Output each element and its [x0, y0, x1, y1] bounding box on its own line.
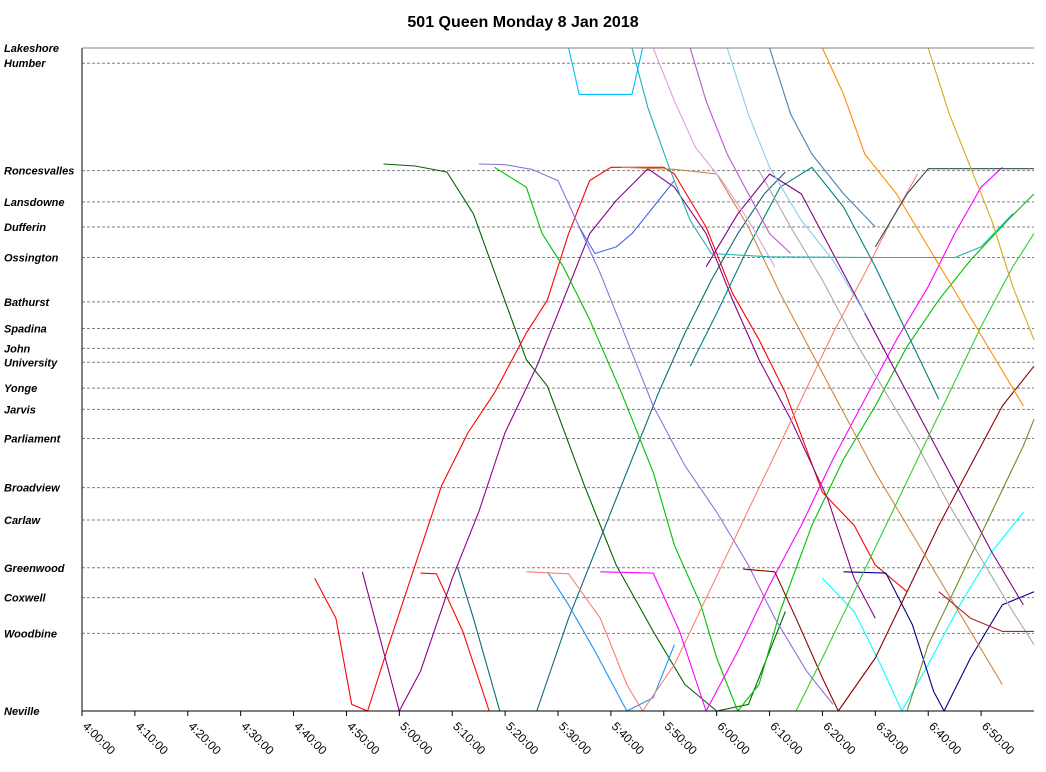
x-tick-label: 4:30:00	[239, 719, 277, 757]
trip-line	[621, 166, 1003, 685]
stop-label: Coxwell	[4, 593, 47, 605]
trip-line	[546, 571, 675, 712]
stop-label: Neville	[4, 706, 39, 718]
trip-line	[758, 170, 1035, 645]
stop-labels: Lakeshore Humber Roncesvalles Lansdowne Duff…	[4, 43, 74, 718]
trip-line	[652, 47, 776, 268]
trip-line	[726, 47, 866, 314]
trip-line	[906, 419, 1035, 712]
trip-line	[600, 166, 1003, 712]
x-tick-label: 4:50:00	[344, 719, 382, 757]
stop-label: Humber	[4, 58, 46, 70]
trip-line	[938, 591, 1034, 632]
stop-label: John	[4, 343, 31, 355]
x-tick-label: 6:30:00	[873, 719, 911, 757]
stop-label: Parliament	[4, 434, 62, 446]
x-tick-label: 6:40:00	[926, 719, 964, 757]
stop-label: Lansdowne	[4, 197, 65, 209]
x-tick-label: 4:10:00	[133, 719, 171, 757]
x-tick-label: 6:10:00	[767, 719, 805, 757]
stop-label: Broadview	[4, 483, 61, 495]
chart-title: 501 Queen Monday 8 Jan 2018	[407, 14, 639, 31]
trip-line	[795, 233, 1035, 712]
trip-line	[420, 572, 516, 712]
trip-line	[578, 180, 675, 255]
trip-line	[568, 47, 644, 95]
trip-line	[689, 166, 940, 400]
stop-label: Ossington	[4, 253, 59, 265]
stop-label: Spadina	[4, 323, 47, 335]
stop-label: Bathurst	[4, 297, 51, 309]
trip-line	[314, 166, 908, 712]
trip-line	[743, 365, 1035, 712]
stop-label: Dufferin	[4, 222, 46, 234]
stop-label: Carlaw	[4, 515, 42, 527]
trip-line	[689, 47, 792, 254]
trip-line	[383, 163, 786, 712]
trip-line	[874, 168, 1034, 248]
x-tick-label: 5:20:00	[503, 719, 541, 757]
trip-line	[478, 163, 834, 705]
x-tick-label: 4:20:00	[186, 719, 224, 757]
x-axis-ticks: 4:00:00 4:10:00 4:20:00 4:30:00 4:40:00 4:50:…	[80, 711, 1017, 758]
stop-label: University	[4, 357, 58, 369]
vehicle-trips	[314, 47, 1035, 712]
x-tick-label: 5:40:00	[609, 719, 647, 757]
x-tick-label: 6:50:00	[979, 719, 1017, 757]
trip-line	[822, 511, 1024, 712]
trip-line	[361, 168, 876, 712]
trip-line	[821, 47, 1024, 407]
stop-label: Jarvis	[4, 404, 36, 416]
x-tick-label: 4:00:00	[80, 719, 118, 757]
x-tick-label: 5:00:00	[397, 719, 435, 757]
x-tick-label: 4:40:00	[291, 719, 329, 757]
x-tick-label: 6:20:00	[820, 719, 858, 757]
trip-line	[769, 47, 876, 228]
axes	[81, 47, 1034, 712]
trip-line	[843, 571, 1035, 712]
trip-line	[631, 47, 1014, 259]
x-tick-label: 6:00:00	[715, 719, 753, 757]
stop-label: Greenwood	[4, 563, 65, 575]
stop-label: Yonge	[4, 383, 37, 395]
stop-gridlines	[82, 47, 1034, 712]
x-tick-label: 5:30:00	[556, 719, 594, 757]
stop-label: Lakeshore	[4, 43, 59, 55]
stop-label: Roncesvalles	[4, 166, 74, 178]
x-tick-label: 5:10:00	[450, 719, 488, 757]
trip-line	[456, 171, 786, 712]
stop-label: Woodbine	[4, 628, 57, 640]
trip-line	[927, 47, 1035, 340]
x-tick-label: 5:50:00	[662, 719, 700, 757]
trip-line	[526, 173, 919, 712]
